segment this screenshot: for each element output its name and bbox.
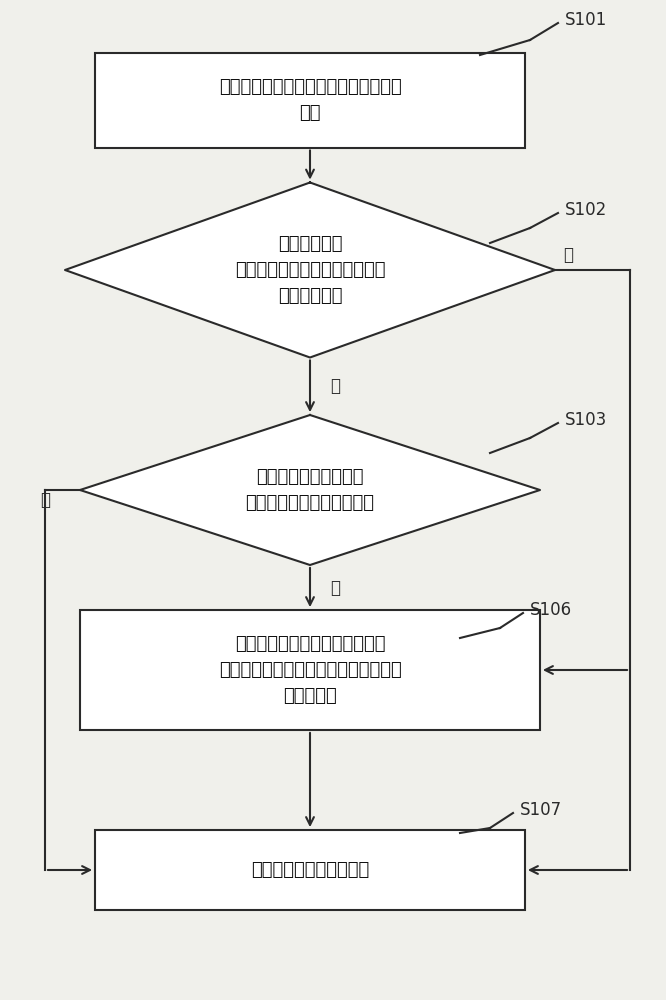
Text: S102: S102 [565, 201, 607, 219]
Text: S103: S103 [565, 411, 607, 429]
Text: 以功率偏差和本次充电机温度值
为输入量，根据模糊算法计算本次充电
机输出功率: 以功率偏差和本次充电机温度值 为输入量，根据模糊算法计算本次充电 机输出功率 [218, 635, 402, 705]
Polygon shape [65, 182, 555, 358]
Text: 判断本次充电机温度值
是否在温度保护阀值范围内: 判断本次充电机温度值 是否在温度保护阀值范围内 [246, 468, 374, 512]
Text: S107: S107 [520, 801, 562, 819]
Text: 是: 是 [330, 377, 340, 395]
Text: 否: 否 [563, 246, 573, 264]
Text: 否: 否 [330, 578, 340, 596]
Text: 获取电池管理系统发送的本次充电需求
功率: 获取电池管理系统发送的本次充电需求 功率 [218, 78, 402, 122]
Bar [95, 52, 525, 147]
Text: 判断本次充电
需求功率与上一次的充电机输出
功率是否相同: 判断本次充电 需求功率与上一次的充电机输出 功率是否相同 [234, 235, 385, 305]
Text: 输出本次充电机输出功率: 输出本次充电机输出功率 [251, 861, 369, 879]
Polygon shape [80, 415, 540, 565]
Bar [95, 830, 525, 910]
Text: S101: S101 [565, 11, 607, 29]
Text: 是: 是 [40, 491, 50, 509]
Bar [80, 610, 540, 730]
Text: S106: S106 [530, 601, 572, 619]
